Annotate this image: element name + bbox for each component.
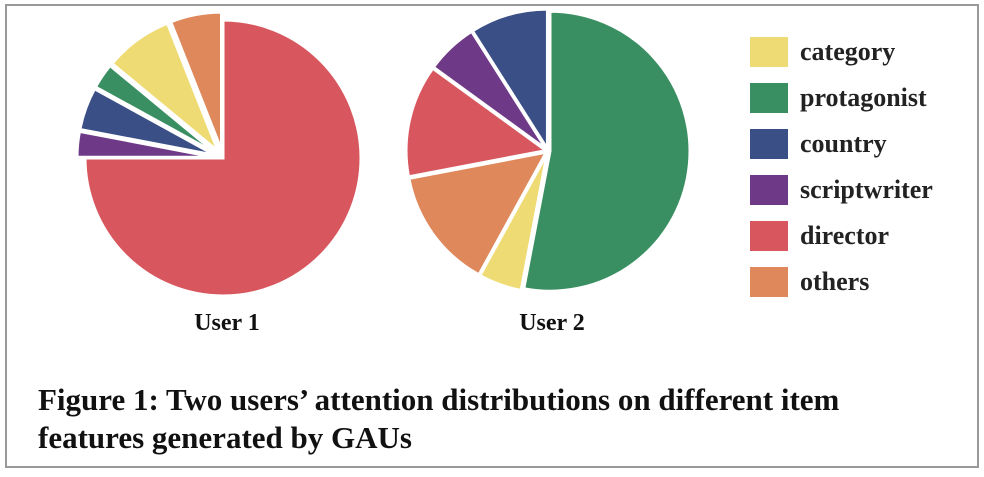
pie-title: User 1 (194, 310, 260, 336)
pie-title: User 2 (519, 310, 585, 336)
pie-slice (93, 63, 218, 155)
caption: Figure 1: Two users’ attention distribut… (38, 382, 840, 417)
legend-label: country (800, 129, 887, 158)
legend-label: scriptwriter (800, 175, 933, 204)
legend-label: director (800, 221, 889, 250)
legend-swatch (750, 175, 788, 205)
pie-slice (404, 66, 550, 179)
legend-swatch (750, 37, 788, 67)
pie-slice (522, 9, 692, 293)
pie-slice (407, 150, 550, 277)
pie-slice (470, 7, 549, 155)
legend-label: others (800, 267, 869, 296)
caption: features generated by GAUs (38, 420, 412, 455)
pie-slice (109, 21, 220, 153)
pie-slice (78, 86, 217, 157)
legend-label: protagonist (800, 83, 927, 112)
pie-slice (75, 129, 216, 159)
legend-swatch (750, 83, 788, 113)
pie-slice (83, 18, 363, 298)
legend-swatch (750, 129, 788, 159)
legend-swatch (750, 221, 788, 251)
legend-label: category (800, 37, 895, 66)
frame (5, 4, 979, 468)
legend-swatch (750, 267, 788, 297)
pie-slice (168, 10, 224, 151)
